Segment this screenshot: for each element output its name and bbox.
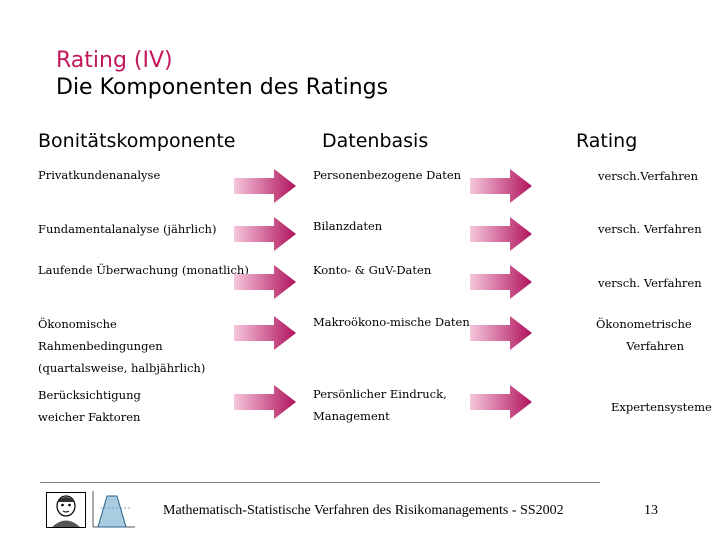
column-header-rating: Rating: [576, 130, 638, 152]
row-5-rating: Expertensysteme: [611, 400, 712, 414]
arrow-icon: [470, 169, 532, 203]
column-header-data: Datenbasis: [322, 130, 429, 152]
gauss-portrait-icon: [46, 492, 86, 528]
slide-title: Rating (IV) Die Komponenten des Ratings: [56, 47, 388, 101]
arrow-icon: [234, 316, 296, 350]
row-3-data: Konto- & GuV-Daten: [313, 263, 432, 277]
footer-course-title: Mathematisch-Statistische Verfahren des …: [163, 503, 564, 518]
row-1-rating: versch.Verfahren: [598, 169, 698, 183]
arrow-icon: [234, 217, 296, 251]
row-2-rating: versch. Verfahren: [598, 222, 702, 236]
distribution-curve-icon: [92, 491, 135, 528]
row-3-component: Laufende Überwachung (monatlich): [38, 263, 249, 277]
arrow-icon: [234, 265, 296, 299]
arrow-icon: [470, 316, 532, 350]
title-line-2: Die Komponenten des Ratings: [56, 75, 389, 100]
row-4-data: Makroökono-mische Daten: [313, 315, 470, 329]
arrow-icon: [470, 217, 532, 251]
row-2-component: Fundamentalanalyse (jährlich): [38, 222, 217, 236]
row-4-rating: Ökonometrische Verfahren: [596, 317, 692, 353]
row-1-data: Personenbezogene Daten: [313, 168, 462, 182]
row-5-data: Persönlicher Eindruck, Management: [313, 387, 447, 423]
row-3-rating: versch. Verfahren: [598, 276, 702, 290]
row-2-data: Bilanzdaten: [313, 219, 383, 233]
arrow-icon: [470, 385, 532, 419]
page-number: 13: [644, 503, 658, 518]
arrow-icon: [234, 385, 296, 419]
column-header-component: Bonitätskomponente: [38, 130, 236, 152]
footer-divider: [40, 482, 600, 483]
row-5-component: Berücksichtigung weicher Faktoren: [38, 388, 141, 424]
arrow-icon: [470, 265, 532, 299]
row-4-component: Ökonomische Rahmenbedingungen (quartalsw…: [38, 317, 206, 375]
title-line-1: Rating (IV): [56, 48, 173, 73]
row-1-component: Privatkundenanalyse: [38, 168, 161, 182]
arrow-icon: [234, 169, 296, 203]
